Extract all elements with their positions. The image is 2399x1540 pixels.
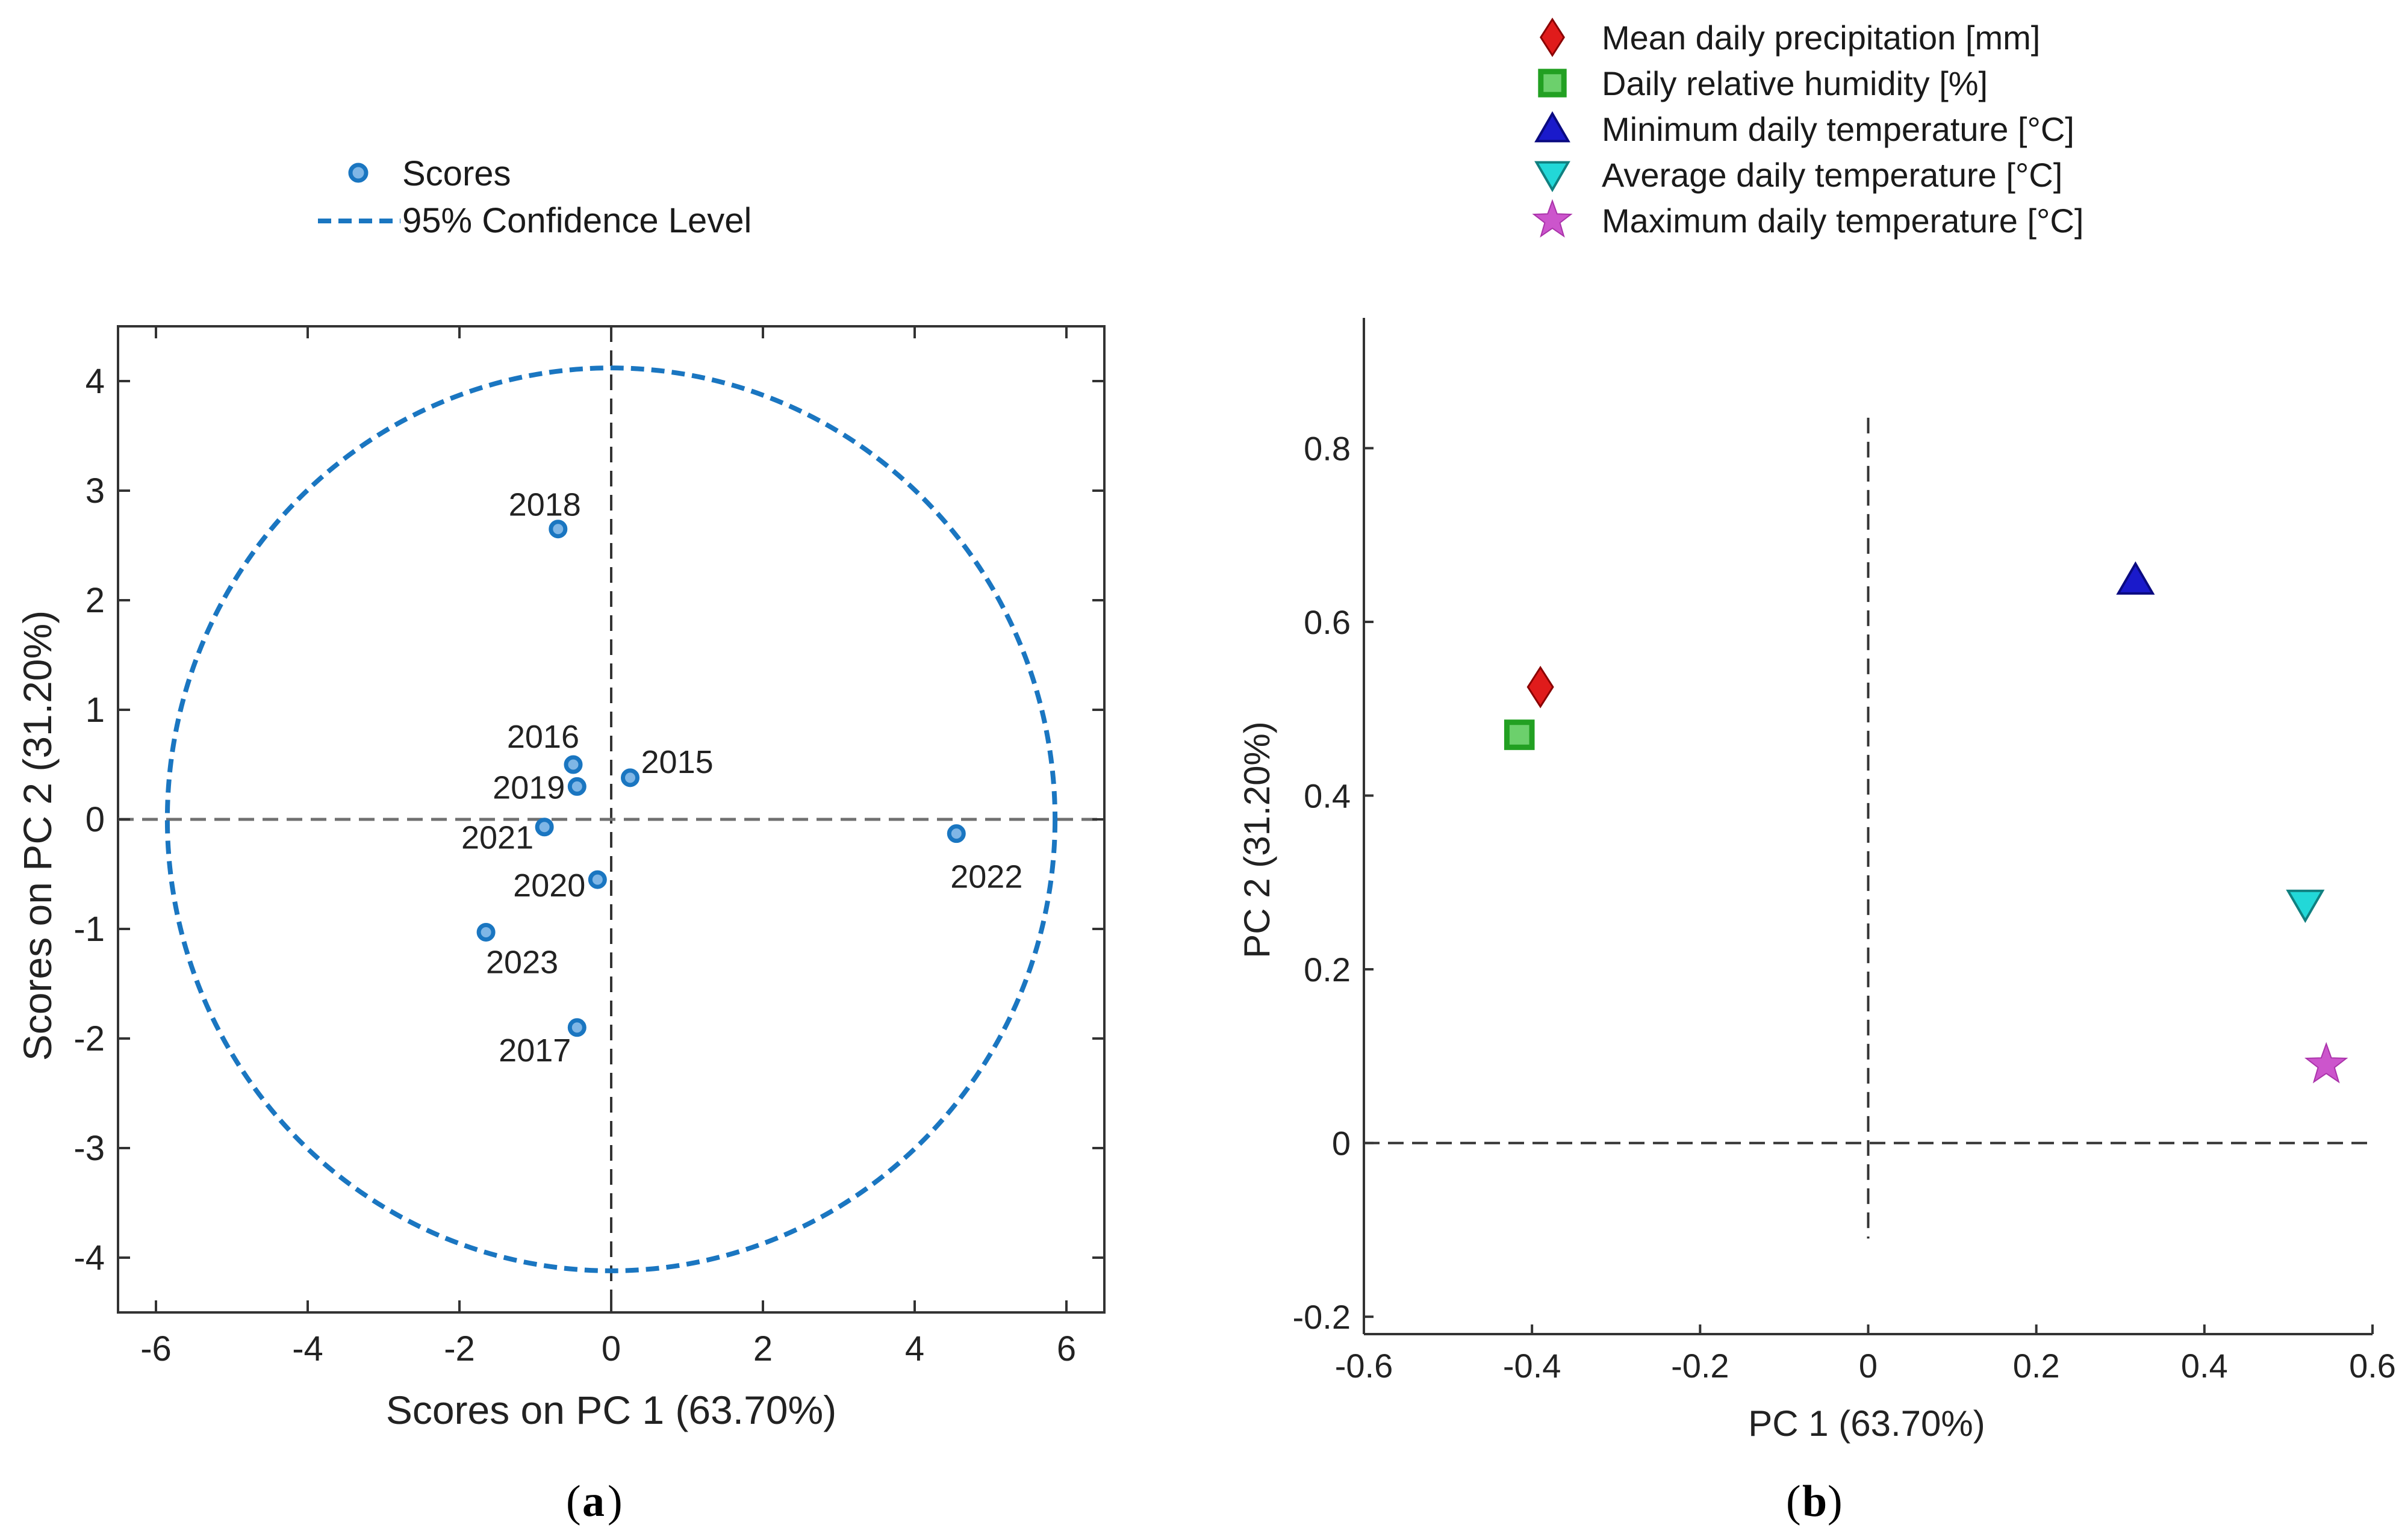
y-axis-title-a: Scores on PC 2 (31.20%) bbox=[15, 610, 60, 1061]
y-tick-label-b: -0.2 bbox=[1293, 1298, 1351, 1336]
score-point-label: 2022 bbox=[950, 859, 1022, 895]
plot-area-a: -6 -4 -2 0 2 4 6 4 3 2 1 0 -1 -2 -3 -4 2015 2016 2017 2018 2… bbox=[73, 325, 1106, 1368]
svg-text:): ) bbox=[1828, 1477, 1843, 1526]
y-tick-label-a: 1 bbox=[86, 691, 105, 730]
x-tick-label-a: -4 bbox=[292, 1329, 323, 1368]
score-point bbox=[567, 777, 587, 796]
legend-b-label: Average daily temperature [°C] bbox=[1602, 156, 2062, 194]
score-point-label: 2021 bbox=[461, 820, 534, 856]
score-point bbox=[549, 520, 568, 539]
panel-a: Scores 95% Confidence Level -6 -4 -2 0 2 4 6 4 3… bbox=[15, 154, 1106, 1526]
x-tick-label-b: 0.2 bbox=[2013, 1347, 2060, 1385]
x-tick-label-a: -2 bbox=[444, 1329, 475, 1368]
score-point-label: 2020 bbox=[513, 868, 585, 904]
variable-point bbox=[2286, 889, 2325, 924]
legend-b-label: Minimum daily temperature [°C] bbox=[1602, 110, 2074, 148]
y-tick-label-b: 0.4 bbox=[1304, 777, 1351, 815]
legend-b-marker bbox=[1540, 17, 1565, 57]
score-point bbox=[564, 755, 583, 774]
x-axis-title-a: Scores on PC 1 (63.70%) bbox=[386, 1388, 836, 1432]
score-point bbox=[567, 1018, 587, 1037]
score-point-label: 2016 bbox=[507, 719, 579, 755]
legend-b-label: Mean daily precipitation [mm] bbox=[1602, 19, 2040, 57]
svg-text:(: ( bbox=[1786, 1477, 1801, 1526]
y-tick-label-b: 0.6 bbox=[1304, 603, 1351, 641]
x-tick-label-a: 0 bbox=[602, 1329, 621, 1368]
y-tick-label-a: 2 bbox=[86, 581, 105, 620]
x-tick-label-b: 0 bbox=[1859, 1347, 1878, 1385]
y-axis-title-b: PC 2 (31.20%) bbox=[1237, 721, 1277, 958]
score-point bbox=[588, 870, 607, 889]
x-tick-label-b: 0.4 bbox=[2181, 1347, 2228, 1385]
x-tick-label-a: 2 bbox=[753, 1329, 773, 1368]
score-point bbox=[947, 824, 966, 843]
x-tick-label-a: 6 bbox=[1057, 1329, 1076, 1368]
panel-a-caption: ( a ) bbox=[566, 1477, 623, 1526]
legend-b-label: Daily relative humidity [%] bbox=[1602, 64, 1988, 102]
panel-b-caption-label: b bbox=[1802, 1477, 1827, 1526]
panel-a-caption-label: a bbox=[582, 1477, 605, 1526]
variable-point bbox=[1504, 719, 1535, 750]
score-point bbox=[476, 922, 496, 942]
score-point bbox=[621, 768, 639, 787]
x-tick-label-a: -6 bbox=[140, 1329, 172, 1368]
variable-point bbox=[2304, 1042, 2348, 1084]
x-tick-label-b: -0.2 bbox=[1671, 1347, 1729, 1385]
legend-scores-label: Scores bbox=[402, 154, 511, 193]
x-axis-title-b: PC 1 (63.70%) bbox=[1748, 1403, 1985, 1444]
legend-b-marker bbox=[1532, 199, 1573, 238]
panel-b-caption: ( b ) bbox=[1786, 1477, 1843, 1526]
y-tick-label-b: 0 bbox=[1332, 1125, 1351, 1163]
x-tick-label-b: -0.4 bbox=[1503, 1347, 1561, 1385]
variable-point bbox=[2116, 561, 2155, 595]
legend-scores-marker bbox=[348, 163, 369, 183]
y-tick-label-a: -3 bbox=[73, 1129, 105, 1168]
svg-text:(: ( bbox=[566, 1477, 581, 1526]
panel-b: Mean daily precipitation [mm] Daily relat… bbox=[1237, 17, 2396, 1526]
y-tick-label-a: -2 bbox=[73, 1019, 105, 1058]
score-point-label: 2015 bbox=[641, 744, 714, 780]
score-point-label: 2018 bbox=[509, 487, 581, 523]
plot-area-b: -0.6 -0.4 -0.2 0 0.2 0.4 0.6 0.8 0.6 0.4 0.2 0 -0.2 bbox=[1293, 318, 2396, 1385]
variable-point bbox=[1526, 665, 1554, 709]
legend-b-marker bbox=[1538, 69, 1567, 98]
score-point-label: 2019 bbox=[493, 769, 565, 806]
y-tick-label-a: -4 bbox=[73, 1238, 105, 1278]
score-point-label: 2023 bbox=[486, 944, 558, 980]
confidence-ellipse bbox=[164, 365, 1058, 1273]
y-tick-label-b: 0.2 bbox=[1304, 951, 1351, 989]
legend-confidence-label: 95% Confidence Level bbox=[402, 201, 751, 240]
x-tick-label-a: 4 bbox=[905, 1329, 924, 1368]
x-tick-label-b: -0.6 bbox=[1335, 1347, 1393, 1385]
panel-b-legend: Mean daily precipitation [mm] Daily relat… bbox=[1532, 17, 2083, 240]
x-tick-label-b: 0.6 bbox=[2349, 1347, 2396, 1385]
y-tick-label-a: 3 bbox=[86, 471, 105, 511]
panel-a-legend: Scores 95% Confidence Level bbox=[318, 154, 751, 240]
score-point-label: 2017 bbox=[499, 1032, 571, 1069]
legend-b-marker bbox=[1534, 161, 1570, 193]
y-tick-label-a: 4 bbox=[86, 362, 105, 401]
score-point bbox=[535, 818, 554, 837]
legend-b-marker bbox=[1534, 111, 1570, 143]
svg-text:): ) bbox=[608, 1477, 623, 1526]
legend-b-label: Maximum daily temperature [°C] bbox=[1602, 202, 2083, 240]
y-tick-label-b: 0.8 bbox=[1304, 429, 1351, 467]
y-tick-label-a: -1 bbox=[73, 910, 105, 949]
y-tick-label-a: 0 bbox=[86, 800, 105, 839]
